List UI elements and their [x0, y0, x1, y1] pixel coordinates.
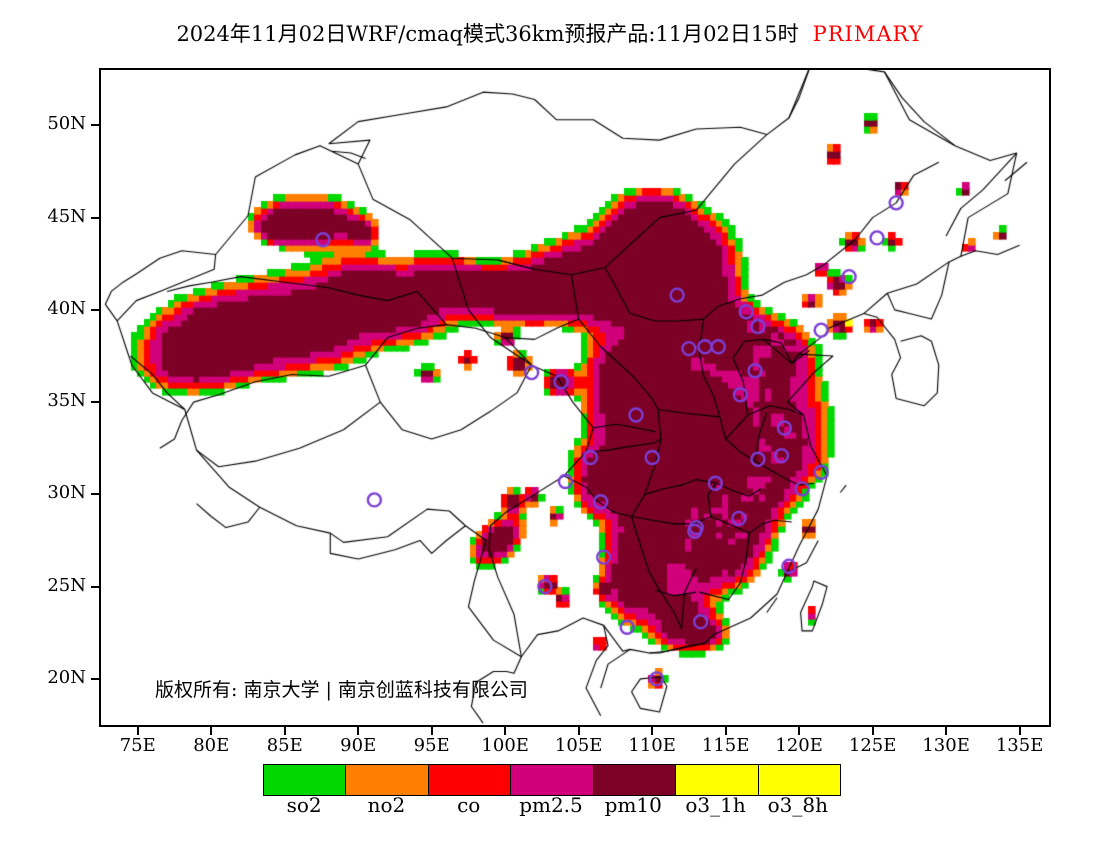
legend-label-o31h: o3_1h: [685, 793, 746, 817]
y-axis-tick: [91, 677, 99, 680]
x-axis-tick: [357, 727, 360, 735]
y-axis-tick: [91, 401, 99, 404]
x-axis-tick-label: 90E: [340, 735, 377, 756]
x-axis-tick-label: 85E: [266, 735, 303, 756]
y-axis-tick-label: 25N: [47, 574, 86, 596]
x-axis-tick-label: 105E: [554, 735, 603, 756]
pollutant-category-map: [101, 70, 1049, 725]
legend-labels: so2 no2 co pm2.5 pm10 o3_1h o3_8h: [263, 793, 839, 817]
x-axis-tick: [945, 727, 948, 735]
x-axis-tick-label: 115E: [701, 735, 750, 756]
legend-label-pm10: pm10: [604, 793, 662, 817]
legend-swatch-o31h: [676, 765, 759, 795]
x-axis-tick: [871, 727, 874, 735]
x-axis-tick: [283, 727, 286, 735]
legend-swatch-pm10: [593, 765, 677, 795]
x-axis-tick-label: 120E: [775, 735, 823, 756]
legend-color-bar: [263, 764, 841, 796]
y-axis-tick: [91, 216, 99, 219]
x-axis-tick: [504, 727, 507, 735]
y-axis-tick-label: 30N: [47, 482, 86, 504]
x-axis-tick-label: 95E: [413, 735, 450, 756]
legend-swatch-no2: [346, 765, 429, 795]
x-axis-tick: [430, 727, 433, 735]
x-axis-tick-label: 125E: [848, 735, 897, 756]
x-axis-tick: [210, 727, 213, 735]
y-axis-tick-label: 40N: [47, 297, 86, 319]
title-primary-flag: PRIMARY: [812, 22, 924, 46]
y-axis-tick: [91, 585, 99, 588]
x-axis-tick: [724, 727, 727, 735]
y-axis-tick-label: 20N: [47, 666, 86, 688]
legend-swatch-so2: [264, 765, 347, 795]
x-axis-tick: [798, 727, 801, 735]
y-axis-tick: [91, 124, 99, 127]
y-axis-tick-label: 35N: [47, 390, 86, 412]
copyright-notice: 版权所有: 南京大学 | 南京创蓝科技有限公司: [155, 679, 528, 701]
legend-swatch-co: [428, 765, 512, 795]
title-main-text: 2024年11月02日WRF/cmaq模式36km预报产品:11月02日15时: [176, 22, 799, 46]
x-axis-tick: [136, 727, 139, 735]
legend-label-o38h: o3_8h: [767, 793, 829, 817]
y-axis-tick-label: 50N: [47, 113, 86, 135]
y-axis-tick: [91, 493, 99, 496]
x-axis-tick: [577, 727, 580, 735]
page-title: 2024年11月02日WRF/cmaq模式36km预报产品:11月02日15时 P…: [0, 18, 1100, 48]
x-axis-tick-label: 135E: [995, 735, 1044, 756]
legend-label-co: co: [457, 793, 481, 817]
x-axis-tick: [651, 727, 654, 735]
x-axis-tick-label: 75E: [119, 735, 156, 756]
y-axis-tick: [91, 308, 99, 311]
x-axis-tick-label: 130E: [922, 735, 970, 756]
legend-swatch-o38h: [758, 765, 840, 795]
y-axis-tick-label: 45N: [47, 205, 86, 227]
legend-label-pm25: pm2.5: [519, 793, 583, 817]
map-plot-frame: [99, 68, 1051, 727]
x-axis-tick: [1018, 727, 1021, 735]
x-axis-tick-label: 80E: [193, 735, 230, 756]
legend-swatch-pm25: [511, 765, 594, 795]
legend-label-no2: no2: [367, 793, 406, 817]
x-axis-tick-label: 110E: [628, 735, 676, 756]
x-axis-tick-label: 100E: [481, 735, 529, 756]
legend-label-so2: so2: [286, 793, 322, 817]
